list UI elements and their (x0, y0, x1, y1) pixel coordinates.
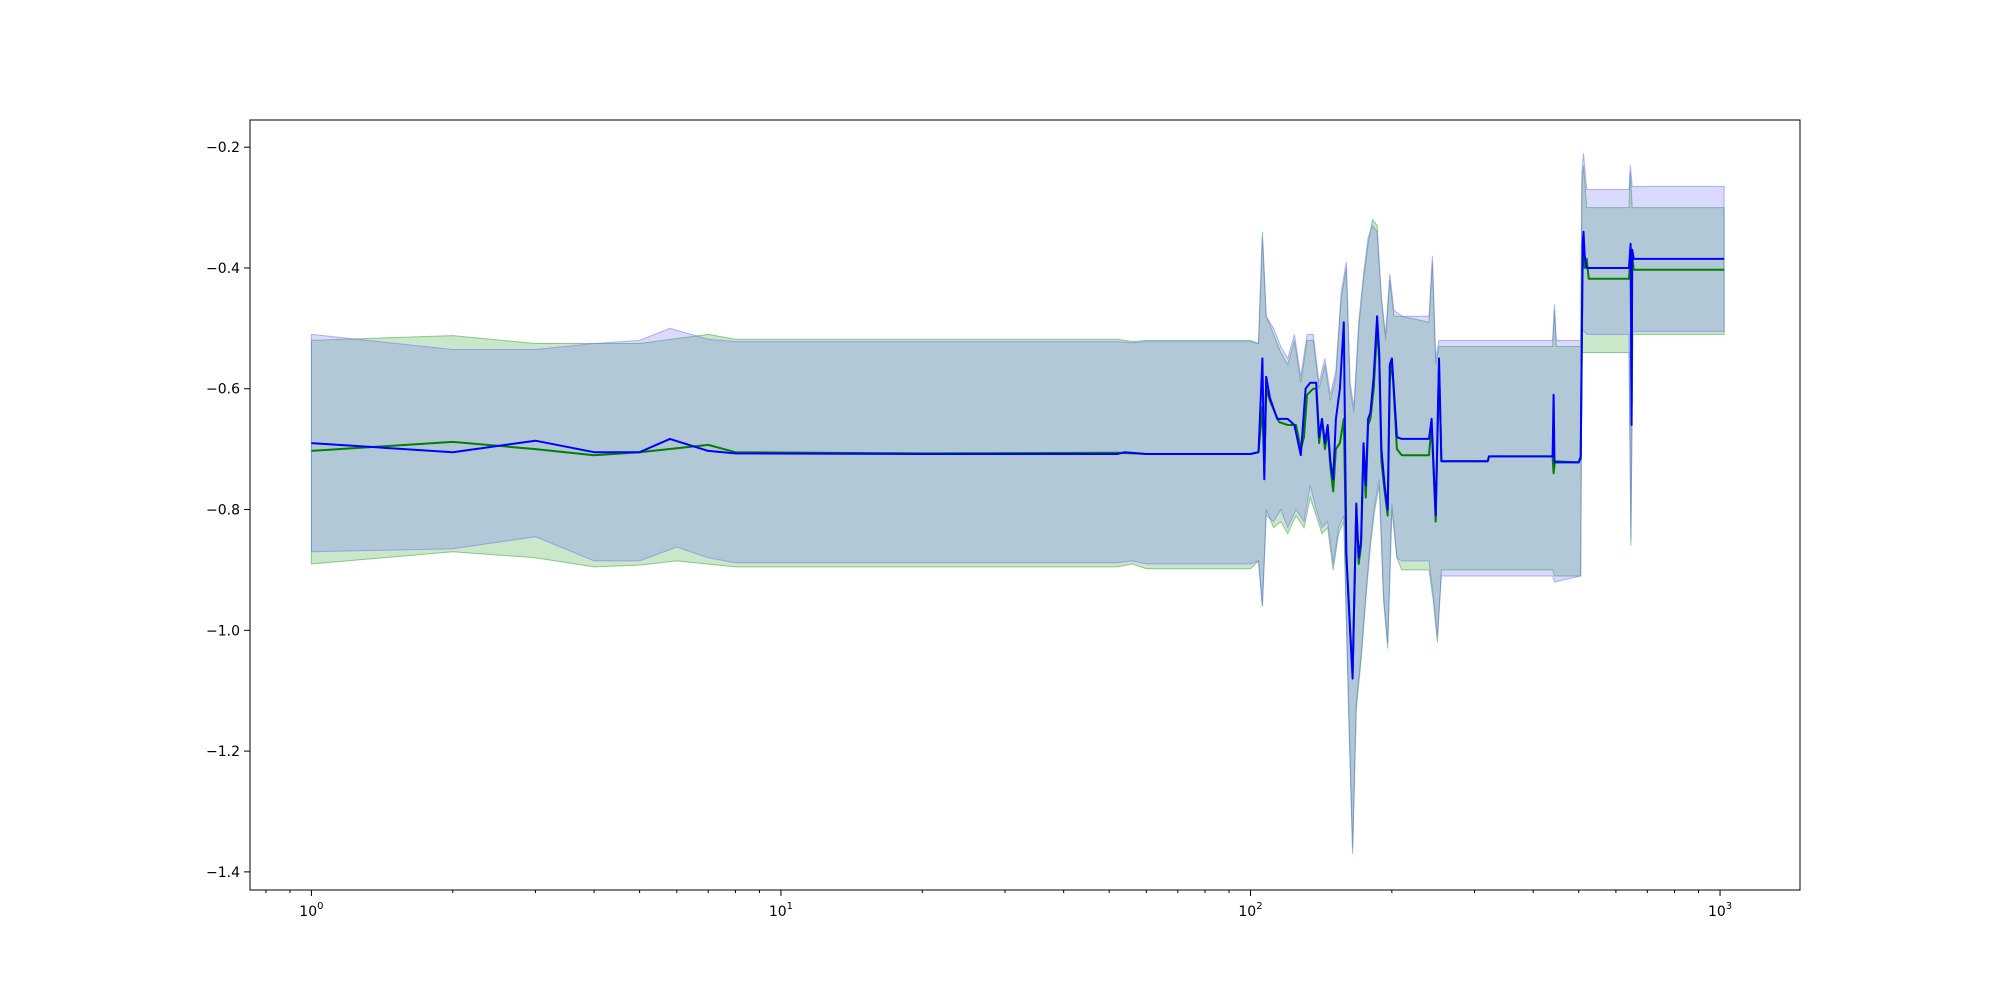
y-tick-label: −0.8 (206, 503, 240, 519)
y-tick-label: −1.0 (206, 623, 240, 639)
confidence-band-2 (310, 153, 1725, 848)
plot-frame (249, 119, 1801, 891)
y-tick-label: −0.2 (206, 140, 240, 156)
y-tick-label: −1.4 (206, 865, 240, 881)
x-tick-label: 103 (1708, 901, 1732, 920)
y-tick-label: −0.4 (206, 261, 240, 277)
x-tick-label: 101 (769, 901, 793, 920)
y-axis: −0.2 −0.4 −0.6 −0.8 −1.0 −1.2 −1.4 (206, 140, 250, 881)
y-tick-label: −0.6 (206, 382, 240, 398)
x-tick-label: 100 (299, 901, 323, 920)
confidence-bands (310, 153, 1725, 854)
y-tick-label: −1.2 (206, 744, 240, 760)
x-axis: 100 101 102 103 (265, 890, 1732, 920)
series-line-2 (311, 230, 1725, 680)
series-lines (311, 230, 1725, 680)
x-tick-label: 102 (1238, 901, 1262, 920)
